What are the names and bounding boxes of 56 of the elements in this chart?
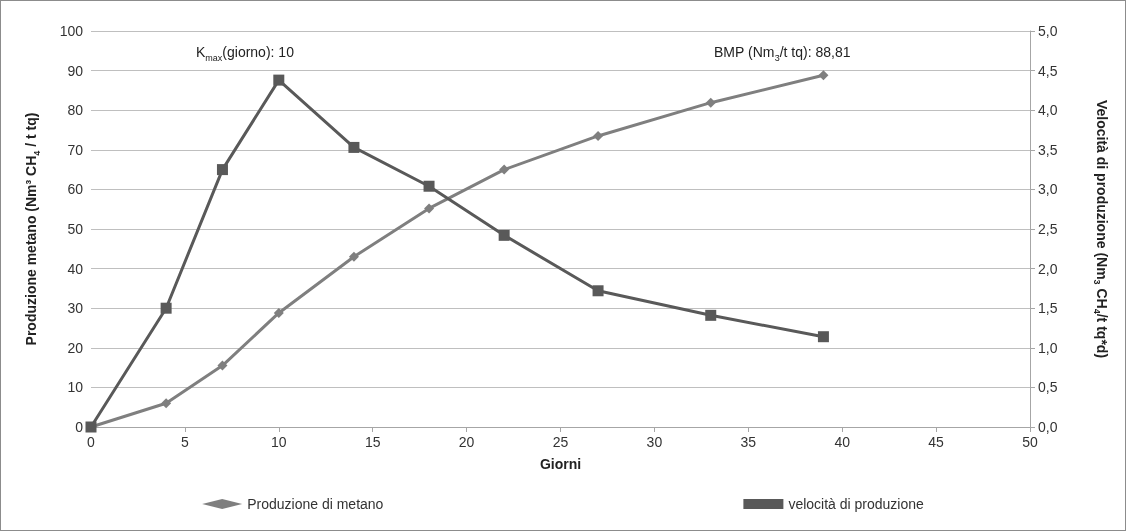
- x-axis-title: Giorni: [539, 456, 582, 472]
- x-tick-label: 20: [458, 434, 475, 450]
- y2-tick-label: 3,5: [1038, 141, 1058, 158]
- point: [160, 302, 172, 314]
- x-tick-label: 25: [552, 434, 569, 450]
- point: [273, 307, 284, 318]
- y2-tick-label: 2,0: [1038, 260, 1058, 277]
- legend-label: velocità di produzione: [788, 496, 925, 512]
- y2-tick-label: 4,5: [1038, 62, 1058, 79]
- y-tick-label: 10: [67, 379, 84, 396]
- point: [705, 309, 717, 321]
- y-axis-title: Produzione metano (Nm³ CH4 / t tq): [23, 112, 42, 346]
- y2-tick-label: 2,5: [1038, 221, 1058, 237]
- x-tick-label: 30: [646, 434, 663, 450]
- point: [818, 70, 829, 81]
- y-tick-label: 50: [67, 221, 84, 237]
- y-tick-label: 80: [67, 102, 84, 119]
- point: [593, 130, 604, 141]
- point: [348, 251, 359, 262]
- x-tick-label: 35: [740, 434, 757, 450]
- point: [817, 331, 829, 343]
- y2-tick-label: 3,0: [1038, 181, 1058, 198]
- legend-label: Produzione di metano: [247, 496, 384, 512]
- y-tick-label: 90: [67, 62, 84, 79]
- y-tick-label: 20: [67, 339, 84, 356]
- x-tick-label: 0: [87, 434, 96, 450]
- point: [423, 180, 435, 192]
- point: [216, 164, 228, 176]
- y2-tick-label: 1,5: [1038, 300, 1058, 317]
- x-tick-label: 40: [834, 434, 851, 450]
- y-tick-label: 30: [67, 300, 84, 317]
- y-tick-label: 70: [67, 141, 84, 158]
- y2-tick-label: 5,0: [1038, 23, 1058, 39]
- y2-tick-label: 1,0: [1038, 339, 1058, 356]
- point: [424, 203, 435, 214]
- point: [161, 398, 172, 409]
- y2-tick-label: 0,0: [1038, 419, 1058, 435]
- point: [348, 141, 360, 153]
- x-tick-label: 50: [1022, 434, 1038, 450]
- point: [217, 360, 228, 371]
- y2-tick-label: 0,5: [1038, 379, 1058, 396]
- x-tick-label: 10: [271, 434, 287, 450]
- y-tick-label: 40: [67, 260, 84, 277]
- point: [273, 74, 285, 86]
- y2-tick-label: 4,0: [1038, 102, 1058, 119]
- point: [499, 164, 510, 175]
- x-tick-label: 15: [364, 434, 381, 450]
- x-tick-label: 45: [928, 434, 945, 450]
- point: [592, 285, 604, 297]
- point: [705, 97, 716, 108]
- x-tick-label: 5: [181, 434, 189, 450]
- point: [498, 229, 510, 241]
- y-tick-label: 60: [67, 181, 84, 198]
- y-tick-label: 100: [59, 23, 84, 39]
- y2-axis-title: Velocità di produzione (Nm3 CH4/t tq*d): [1091, 99, 1110, 359]
- y-tick-label: 0: [75, 419, 84, 435]
